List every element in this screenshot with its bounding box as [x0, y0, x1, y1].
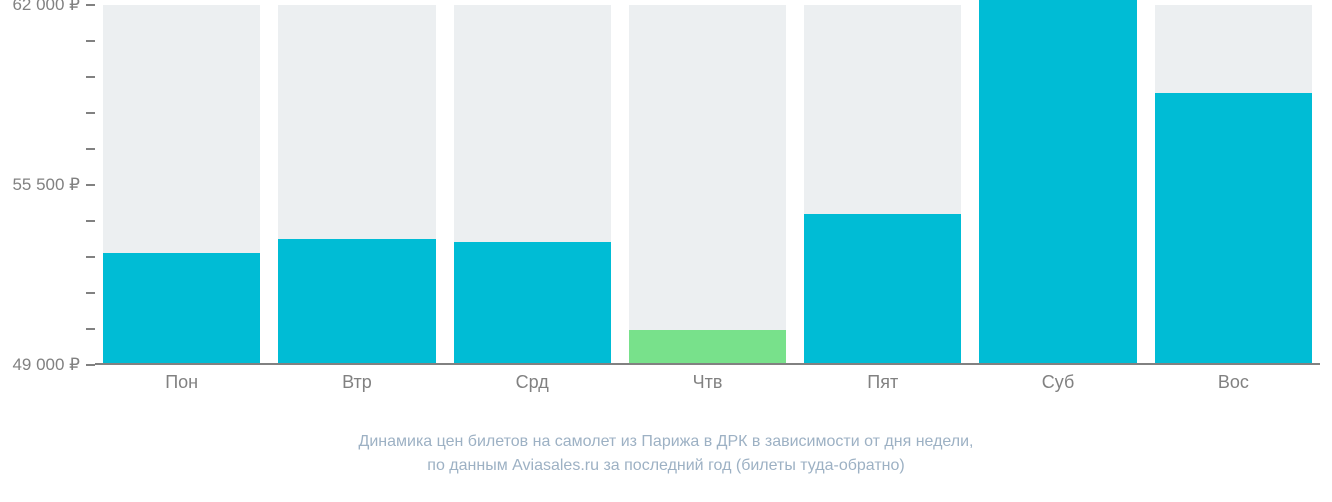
- x-axis-label: Пон: [103, 372, 260, 393]
- x-axis-label: Суб: [979, 372, 1136, 393]
- chart-caption-line1: Динамика цен билетов на самолет из Париж…: [0, 430, 1332, 454]
- y-minor-tick: [86, 292, 95, 294]
- plot-area: [95, 5, 1320, 365]
- bar-slot: [629, 5, 786, 363]
- bar-fill: [454, 242, 611, 363]
- price-by-weekday-chart: 49 000 ₽ 55 500 ₽ 62 000 ₽ Пон Втр Срд Чтв Пят…: [0, 0, 1332, 502]
- x-axis-label: Вос: [1155, 372, 1312, 393]
- y-major-tick: [86, 4, 95, 6]
- bar-fill: [979, 0, 1136, 363]
- y-axis-label: 49 000 ₽: [0, 355, 80, 375]
- x-axis-labels: Пон Втр Срд Чтв Пят Суб Вос: [95, 372, 1320, 393]
- y-minor-tick: [86, 256, 95, 258]
- bar-slot: [103, 5, 260, 363]
- y-minor-tick: [86, 148, 95, 150]
- bar-fill: [278, 239, 435, 363]
- bars-container: [95, 5, 1320, 363]
- x-axis-label: Пят: [804, 372, 961, 393]
- y-axis-label: 55 500 ₽: [0, 175, 80, 195]
- y-minor-tick: [86, 76, 95, 78]
- bar-background: [629, 5, 786, 363]
- bar-slot: [804, 5, 961, 363]
- bar-fill: [1155, 93, 1312, 363]
- x-axis-label: Чтв: [629, 372, 786, 393]
- x-axis-label: Втр: [278, 372, 435, 393]
- chart-caption-line2: по данным Aviasales.ru за последний год …: [0, 454, 1332, 478]
- x-axis-label: Срд: [454, 372, 611, 393]
- bar-slot: [278, 5, 435, 363]
- bar-slot: [454, 5, 611, 363]
- y-minor-tick: [86, 328, 95, 330]
- bar-fill: [629, 330, 786, 363]
- y-minor-tick: [86, 112, 95, 114]
- y-minor-tick: [86, 220, 95, 222]
- y-axis-label: 62 000 ₽: [0, 0, 80, 15]
- y-major-tick: [86, 184, 95, 186]
- y-major-tick: [86, 364, 95, 366]
- y-minor-tick: [86, 40, 95, 42]
- bar-fill: [804, 214, 961, 363]
- bar-slot: [1155, 5, 1312, 363]
- bar-slot: [979, 5, 1136, 363]
- bar-fill: [103, 253, 260, 363]
